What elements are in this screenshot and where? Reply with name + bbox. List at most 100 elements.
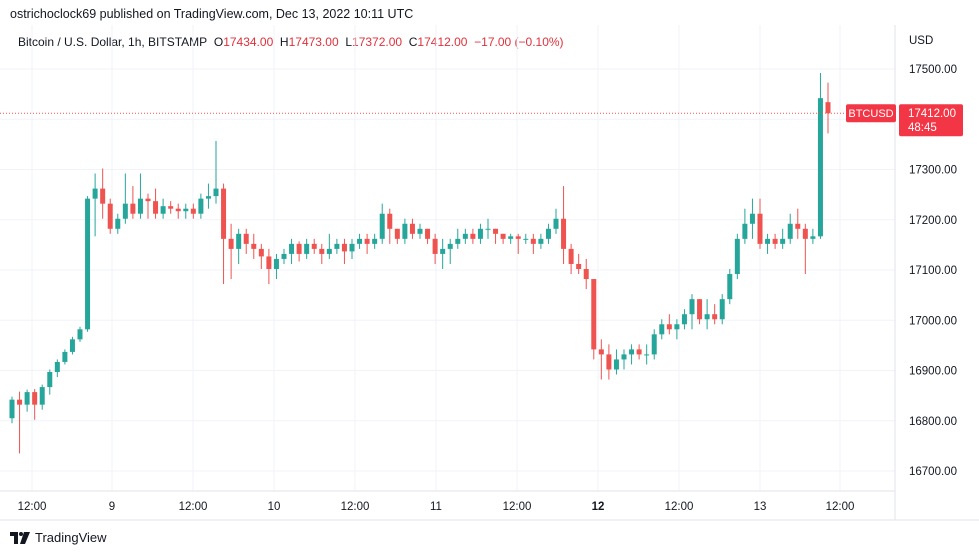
candle-body	[455, 238, 461, 244]
candle	[689, 294, 695, 330]
candle	[228, 223, 234, 280]
low-value: 17372.00	[352, 35, 403, 49]
candle	[432, 233, 438, 264]
candle-body	[704, 314, 710, 320]
tradingview-logo-icon	[10, 531, 30, 544]
candle	[583, 258, 589, 290]
candle	[357, 233, 363, 249]
candle-body	[236, 233, 242, 249]
candle-body	[160, 206, 166, 214]
footer[interactable]: TradingView	[10, 530, 107, 545]
price-tag-bg	[899, 104, 963, 137]
candle-body	[9, 399, 15, 419]
price-tag-value: 17412.00	[908, 108, 956, 120]
price-tick-label: 16900.00	[909, 366, 957, 378]
candle-body	[228, 238, 234, 249]
candle	[440, 238, 446, 269]
candle-body	[749, 213, 755, 224]
candles	[9, 73, 831, 454]
candle-body	[561, 218, 567, 249]
candle	[107, 198, 113, 234]
candle	[787, 213, 793, 244]
bar-countdown: 48:45	[908, 122, 937, 134]
candle	[100, 168, 106, 219]
candle	[160, 198, 166, 219]
candle	[681, 309, 687, 330]
candle-body	[92, 188, 98, 199]
candle-body	[568, 248, 574, 264]
time-tick-label: 12:00	[179, 501, 208, 513]
candle-body	[440, 248, 446, 254]
candle	[765, 233, 771, 254]
price-tick-label: 17300.00	[909, 165, 957, 177]
candle-body	[734, 238, 740, 275]
price-tick-label: 17500.00	[909, 64, 957, 76]
time-tick-label: 11	[430, 501, 442, 513]
close-label: C	[408, 35, 418, 49]
candle-body	[190, 208, 196, 214]
candle-body	[462, 233, 468, 239]
candle	[425, 228, 431, 244]
candle	[817, 73, 823, 239]
candle	[266, 248, 272, 285]
high-label: H	[279, 35, 289, 49]
time-tick-label: 12:00	[826, 501, 855, 513]
candle-body	[409, 223, 415, 234]
candle-body	[674, 324, 680, 330]
price-tick-label: 17200.00	[909, 215, 957, 227]
candle-body	[576, 263, 582, 269]
symbol-legend[interactable]: Bitcoin / U.S. Dollar, 1h, BITSTAMP O174…	[18, 35, 564, 49]
candle	[553, 208, 559, 234]
candle	[326, 233, 332, 259]
candle	[341, 238, 347, 264]
candle	[493, 228, 499, 244]
candle-body	[62, 351, 68, 362]
candle	[24, 389, 30, 412]
candle-body	[477, 228, 483, 239]
candle	[77, 326, 83, 342]
candle-body	[175, 208, 181, 212]
candle	[168, 201, 174, 214]
candle	[304, 238, 310, 259]
candle-body	[54, 361, 60, 373]
candle	[311, 238, 317, 254]
candle-body	[727, 274, 733, 300]
candle-body	[221, 188, 227, 239]
candle-body	[530, 238, 536, 244]
candle	[780, 228, 786, 249]
candle-body	[107, 203, 113, 229]
candle-body	[85, 198, 91, 330]
candle	[772, 233, 778, 249]
candle	[719, 294, 725, 325]
candle-body	[485, 228, 491, 230]
candle	[666, 314, 672, 335]
candle-body	[145, 198, 151, 202]
candle	[364, 233, 370, 254]
candle	[221, 183, 227, 285]
candle-body	[447, 243, 453, 249]
candle	[455, 228, 461, 249]
candle-body	[379, 213, 385, 239]
candle	[621, 349, 627, 370]
candle-body	[205, 196, 211, 199]
candle-body	[100, 188, 106, 204]
candle	[757, 198, 763, 249]
candle	[289, 238, 295, 264]
currency-label[interactable]: USD	[909, 35, 934, 47]
candle-body	[629, 349, 635, 355]
candle	[674, 319, 680, 340]
time-tick-label: 12:00	[665, 501, 694, 513]
candle-body	[666, 324, 672, 330]
price-tick-label: 17000.00	[909, 315, 957, 327]
candle-body	[341, 243, 347, 252]
candle	[190, 203, 196, 219]
candle	[561, 186, 567, 264]
candle	[810, 228, 816, 244]
candle-body	[613, 359, 619, 370]
candle	[387, 208, 393, 244]
candle-body	[681, 314, 687, 325]
candle	[530, 233, 536, 254]
time-axis[interactable]: 12:00 9 12:00 10 12:00 11 12:00 12 12:00 13 12:00	[18, 501, 855, 513]
candle	[243, 228, 249, 254]
